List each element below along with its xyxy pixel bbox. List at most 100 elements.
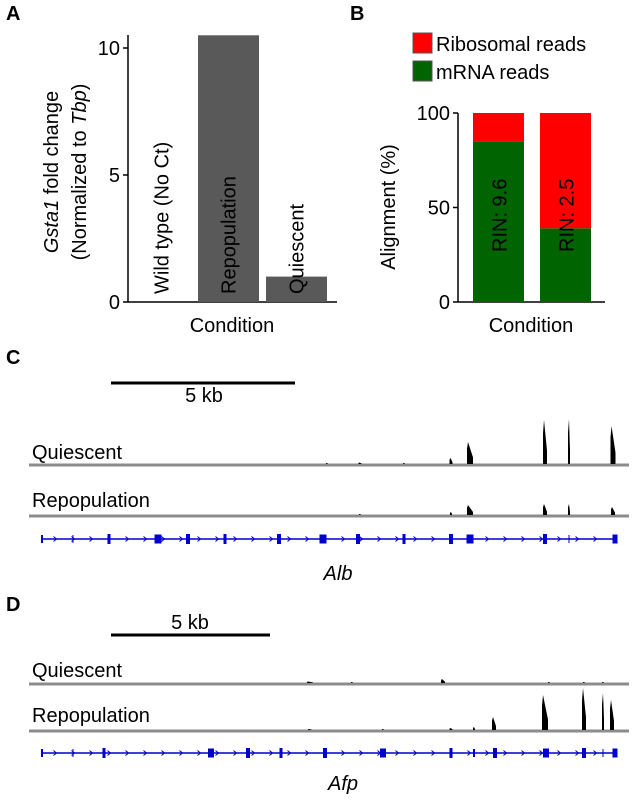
gene-exon xyxy=(186,534,190,544)
coverage-peak xyxy=(583,682,585,683)
gene-exon xyxy=(582,748,586,758)
coverage-peak xyxy=(542,695,548,730)
legend-swatch-ribosomal xyxy=(412,32,433,54)
strand-arrow xyxy=(269,750,274,756)
strand-arrow xyxy=(179,536,184,542)
panel-label-a: A xyxy=(6,3,20,25)
strand-arrow xyxy=(521,536,526,542)
panel-label-c: C xyxy=(6,347,20,369)
coverage-peak xyxy=(548,682,550,683)
strand-arrow xyxy=(233,750,238,756)
strand-arrow xyxy=(359,536,364,542)
strand-arrow xyxy=(251,536,256,542)
bar-segment-ribosomal-reads xyxy=(540,113,591,229)
panel-label-b: B xyxy=(350,3,364,25)
y-label2-gene: Tbp xyxy=(69,90,91,124)
gene-exon xyxy=(602,749,604,757)
coverage-peak xyxy=(351,682,353,683)
bar-category-label: Repopulation xyxy=(219,176,241,294)
coverage-peak xyxy=(307,681,313,683)
bar-rin-label: RIN: 9.6 xyxy=(490,179,512,252)
legend-label-mrna: mRNA reads xyxy=(436,62,549,84)
coverage-peak xyxy=(450,512,452,515)
coverage-peak xyxy=(543,420,547,464)
gene-exon xyxy=(41,749,43,757)
strand-arrow xyxy=(575,536,580,542)
gene-exon xyxy=(102,748,106,758)
gene-exon xyxy=(449,748,453,758)
gene-label-afp: Afp xyxy=(327,773,358,795)
y-axis-label-a2: (Normalized to Tbp) xyxy=(69,84,91,261)
y-tick-label-a: 10 xyxy=(98,38,120,60)
strand-arrow xyxy=(593,750,598,756)
y-tick-label-a: 5 xyxy=(109,165,120,187)
gene-exon xyxy=(41,535,43,543)
bar-category-label: Quiescent xyxy=(287,204,309,294)
y-tick-label-b: 100 xyxy=(417,103,450,125)
scale-label-c: 5 kb xyxy=(185,385,223,407)
bar-repopulation xyxy=(198,35,259,303)
strand-arrow xyxy=(287,536,292,542)
scale-label-d: 5 kb xyxy=(171,612,209,634)
coverage-peak xyxy=(602,682,604,683)
coverage-peak xyxy=(403,463,405,464)
coverage-peak xyxy=(359,514,361,515)
strand-arrow xyxy=(143,750,148,756)
strand-arrow xyxy=(395,536,400,542)
coverage-peak xyxy=(610,700,614,730)
strand-arrow xyxy=(431,750,436,756)
strand-arrow xyxy=(467,750,472,756)
gene-exon xyxy=(323,748,327,758)
strand-arrow xyxy=(179,750,184,756)
gene-exon xyxy=(154,534,162,544)
track-label-d-quiescent: Quiescent xyxy=(32,660,122,682)
strand-arrow xyxy=(287,750,292,756)
track-label-d-repopulation: Repopulation xyxy=(32,705,150,727)
x-axis-label-b: Condition xyxy=(489,315,574,337)
gene-exon xyxy=(543,748,549,758)
coverage-peak xyxy=(467,442,473,464)
strand-arrow xyxy=(197,750,202,756)
strand-arrow xyxy=(539,536,544,542)
gene-exon xyxy=(612,534,618,544)
bar-segment-mrna-reads xyxy=(540,228,591,302)
coverage-peak xyxy=(492,717,496,730)
bar-segment-ribosomal-reads xyxy=(473,113,524,142)
coverage-peak xyxy=(582,688,586,730)
coverage-peak xyxy=(543,504,547,515)
coverage-peak xyxy=(568,419,570,464)
gene-exon xyxy=(277,534,281,544)
x-axis-label-a: Condition xyxy=(190,315,275,337)
strand-arrow xyxy=(215,536,220,542)
strand-arrow xyxy=(251,750,256,756)
coverage-peak xyxy=(441,679,445,683)
chart-b: Alignment (%) Condition Ribosomal reads … xyxy=(378,32,605,337)
strand-arrow xyxy=(269,536,274,542)
coverage-peak xyxy=(602,693,604,730)
strand-arrow xyxy=(53,750,58,756)
strand-arrow xyxy=(575,750,580,756)
y-tick-label-b: 50 xyxy=(428,198,450,220)
gene-exon xyxy=(279,748,283,758)
y-axis-label-b: Alignment (%) xyxy=(378,144,400,270)
y-label-rest: fold change xyxy=(41,91,63,200)
gene-exon xyxy=(72,535,74,543)
strand-arrow xyxy=(233,536,238,542)
gene-exon xyxy=(223,534,227,544)
strand-arrow xyxy=(503,750,508,756)
gene-exon xyxy=(107,534,111,544)
gene-exon xyxy=(612,748,618,758)
strand-arrow xyxy=(89,536,94,542)
strand-arrow xyxy=(485,536,490,542)
strand-arrow xyxy=(341,750,346,756)
y-label-gene: Gsta1 xyxy=(41,200,63,253)
strand-arrow xyxy=(539,750,544,756)
coverage-peak xyxy=(568,504,570,515)
strand-arrow xyxy=(503,536,508,542)
strand-arrow xyxy=(341,536,346,542)
gene-exon xyxy=(473,749,475,757)
coverage-peak xyxy=(358,462,362,464)
strand-arrow xyxy=(359,750,364,756)
strand-arrow xyxy=(143,536,148,542)
coverage-peak xyxy=(449,458,453,464)
